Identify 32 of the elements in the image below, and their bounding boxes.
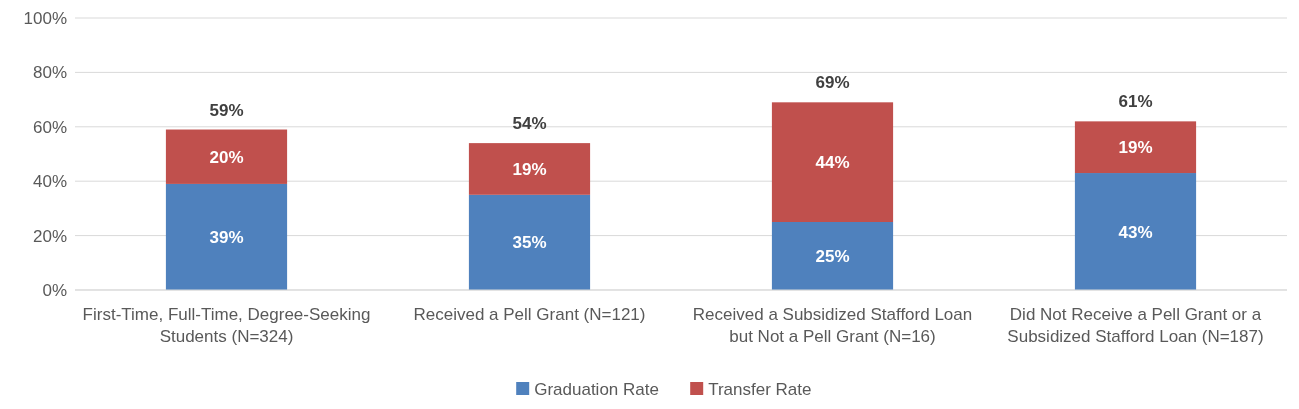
x-tick-label: Received a Pell Grant (N=121) [413, 305, 646, 324]
legend-label: Graduation Rate [534, 380, 659, 399]
total-label: 69% [815, 73, 850, 93]
x-tick-label: First-Time, Full-Time, Degree-Seeking Students (N=324) [82, 305, 371, 346]
total-label: 59% [209, 100, 244, 120]
bar [1074, 173, 1197, 290]
data-label: 43% [1118, 222, 1153, 242]
y-tick-label: 40% [32, 172, 67, 192]
y-tick-label: 20% [32, 226, 67, 246]
bar [468, 194, 591, 290]
y-tick-label: 60% [32, 117, 67, 137]
data-label: 25% [815, 247, 850, 266]
x-tick-label: Received a Subsidized Stafford Loan but Not a Pell Grant (N=16) [692, 305, 973, 346]
legend-label: Transfer Rate [708, 380, 812, 399]
bar [771, 222, 894, 290]
bar [468, 143, 591, 195]
data-label: 39% [209, 227, 244, 247]
data-label: 19% [1118, 138, 1153, 158]
x-tick-label: Did Not Receive a Pell Grant or a Subsidized Stafford Loan (N=187) [1007, 305, 1264, 346]
y-tick-label: 100% [23, 9, 67, 28]
data-label: 20% [209, 147, 244, 167]
y-tick-label: 0% [42, 281, 67, 300]
data-label: 44% [815, 153, 850, 173]
bar [165, 129, 288, 184]
bar [165, 183, 288, 290]
data-label: 35% [512, 233, 547, 253]
bar [1074, 121, 1197, 174]
total-label: 54% [512, 114, 547, 134]
bar [771, 102, 894, 222]
y-tick-label: 80% [32, 63, 67, 83]
total-label: 61% [1118, 92, 1153, 112]
data-label: 19% [512, 159, 547, 179]
